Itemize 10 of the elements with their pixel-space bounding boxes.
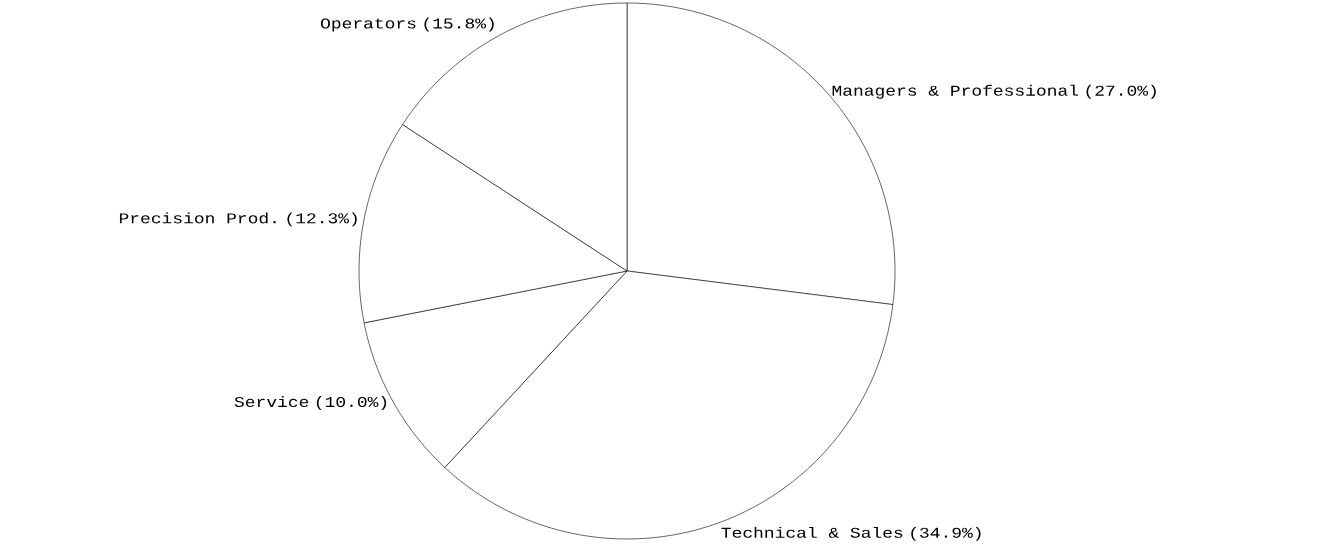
data-label: (15.8%) [424, 17, 494, 32]
slice-label: Operators [320, 18, 416, 32]
data-label: (34.9%) [911, 526, 981, 541]
data-label: (27.0%) [1086, 84, 1156, 99]
slice-label: Precision Prod. [119, 212, 276, 224]
slice-label: Technical & Sales [721, 526, 903, 538]
data-label: (10.0%) [316, 396, 387, 410]
slice-label: Service [234, 396, 309, 408]
data-label: (12.3%) [287, 212, 357, 227]
slice-label: Managers & Professional [832, 84, 1078, 99]
